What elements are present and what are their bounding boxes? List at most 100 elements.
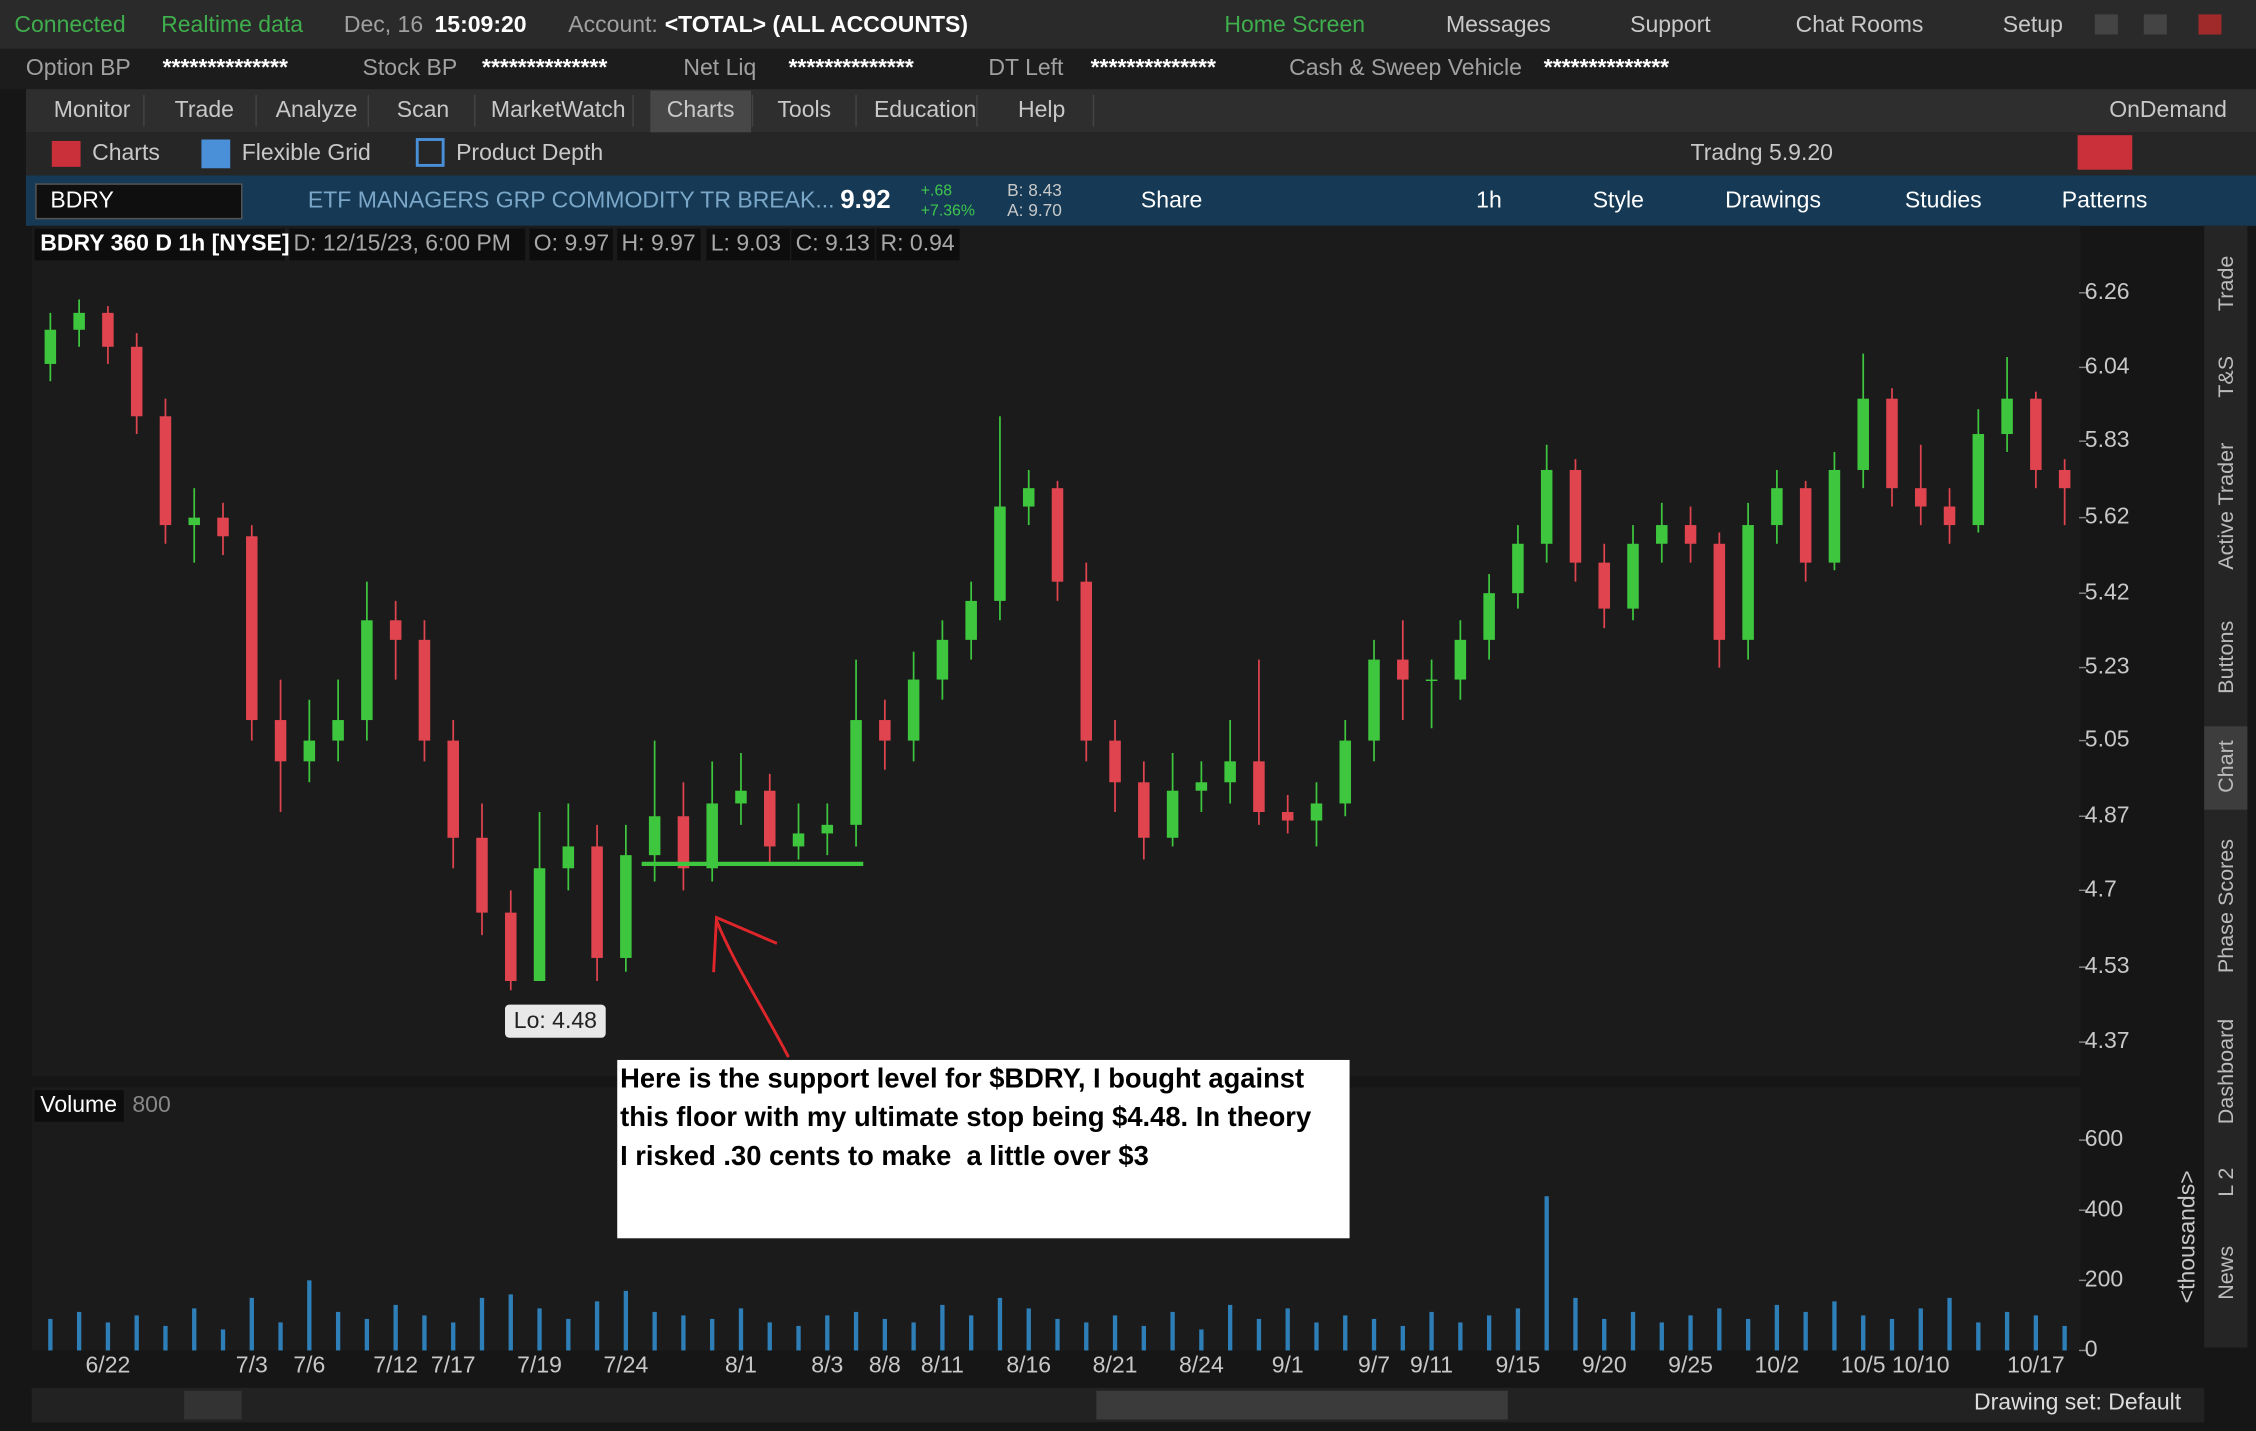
volume-bar: [1256, 1318, 1262, 1351]
volume-bar: [853, 1311, 859, 1351]
symbol-input[interactable]: BDRY: [50, 186, 114, 212]
candle-body: [1051, 488, 1064, 582]
candle-body: [1540, 469, 1553, 544]
side-tab[interactable]: Active Trader: [2213, 443, 2238, 570]
candle-body: [1166, 790, 1179, 838]
chart-title-bg: [34, 228, 285, 261]
side-tab[interactable]: Phase Scores: [2213, 839, 2238, 973]
candle-body: [2001, 398, 2013, 435]
side-tab[interactable]: News: [2213, 1246, 2238, 1300]
balance-value: **************: [163, 54, 288, 80]
account-name[interactable]: <TOTAL> (ALL ACCOUNTS): [665, 11, 968, 37]
side-tab[interactable]: L 2: [2213, 1168, 2238, 1197]
volume-bar: [537, 1308, 542, 1351]
symbol-box[interactable]: [35, 183, 243, 220]
main-tab[interactable]: Tools: [777, 96, 831, 122]
candle-body: [159, 416, 172, 526]
candle-body: [907, 679, 920, 741]
header-item: R: 0.94: [881, 230, 955, 256]
volume-bar: [566, 1318, 571, 1351]
close-button[interactable]: [2198, 14, 2222, 35]
volume-bar: [1055, 1318, 1060, 1351]
volume-bar: [48, 1318, 53, 1351]
volume-bar: [1976, 1322, 1981, 1351]
main-tab[interactable]: Charts: [667, 96, 735, 122]
content: Connected Realtime data Dec, 16 15:09:20 Acc…: [14, 11, 2238, 1415]
candle-body: [648, 816, 661, 856]
candle-body: [994, 506, 1006, 601]
main-tab[interactable]: MarketWatch: [491, 96, 626, 122]
sub-tab[interactable]: Charts: [92, 139, 160, 165]
volume-bar: [825, 1315, 830, 1351]
header-item: O: 9.97: [534, 230, 609, 256]
volume-bar: [652, 1311, 657, 1351]
volume-bar: [796, 1325, 801, 1351]
candle-body: [274, 720, 287, 762]
home-screen-button[interactable]: Home Screen: [1224, 11, 1365, 37]
main-tab[interactable]: Scan: [397, 96, 449, 122]
main-tab[interactable]: Help: [1018, 96, 1065, 122]
candle-body: [130, 346, 143, 417]
side-tab[interactable]: Buttons: [2213, 621, 2238, 694]
main-tab[interactable]: Education: [874, 96, 976, 122]
y-tick-label: 400: [2085, 1195, 2123, 1221]
messages-button[interactable]: Messages: [1446, 11, 1551, 37]
annotation-text: I risked .30 cents to make a little over…: [620, 1140, 1149, 1171]
side-tab[interactable]: Chart: [2213, 740, 2238, 793]
minimize-button[interactable]: [2094, 14, 2118, 35]
net-change: +.68: [921, 182, 952, 199]
volume-bar: [738, 1308, 744, 1351]
main-tab[interactable]: Analyze: [276, 96, 358, 122]
support-button[interactable]: Support: [1630, 11, 1711, 37]
volume-bar: [1688, 1315, 1693, 1351]
volume-bar: [1084, 1322, 1089, 1351]
main-tab[interactable]: Trade: [175, 96, 234, 122]
x-tick-label: 9/7: [1358, 1351, 1390, 1377]
scroll-thumb[interactable]: [1096, 1390, 1508, 1420]
layout-icon[interactable]: [2077, 135, 2133, 170]
version-label[interactable]: Tradng 5.9.20: [1691, 139, 1833, 165]
sub-tab[interactable]: Product Depth: [456, 139, 603, 165]
setup-button[interactable]: Setup: [2003, 11, 2063, 37]
candle-body: [1972, 434, 1985, 526]
candle-body: [44, 329, 57, 364]
style-button[interactable]: Style: [1593, 186, 1644, 212]
header-item-bg: [791, 228, 875, 261]
volume-bar: [105, 1322, 111, 1351]
status-bar: [0, 0, 2256, 49]
scroll-home[interactable]: [184, 1390, 242, 1420]
drawings-button[interactable]: Drawings: [1725, 186, 1821, 212]
volume-bar: [1544, 1196, 1549, 1351]
candle-body: [1022, 488, 1035, 507]
volume-bar: [508, 1294, 513, 1351]
y-tick-label: 6.04: [2085, 352, 2130, 378]
side-tab[interactable]: Trade: [2213, 256, 2238, 312]
volume-bar: [76, 1311, 82, 1351]
volume-bar: [1602, 1318, 1607, 1351]
grid-icon: [201, 139, 231, 169]
candle-body: [447, 740, 459, 838]
main-tab-bar: [25, 89, 2256, 133]
share-button[interactable]: Share: [1141, 186, 1202, 212]
drawing-set-label[interactable]: Drawing set: Default: [1974, 1389, 2182, 1415]
x-tick-label: 10/17: [2007, 1351, 2065, 1377]
ondemand-button[interactable]: OnDemand: [2109, 96, 2227, 122]
maximize-button[interactable]: [2143, 14, 2167, 35]
side-tab[interactable]: Dashboard: [2213, 1019, 2238, 1124]
studies-button[interactable]: Studies: [1905, 186, 1982, 212]
interval-button[interactable]: 1h: [1476, 186, 1502, 212]
header-item-bg: [876, 228, 960, 261]
candle-body: [1195, 782, 1208, 791]
date: Dec, 16: [344, 11, 423, 37]
sub-tab[interactable]: Flexible Grid: [242, 139, 371, 165]
annotation-text: this floor with my ultimate stop being $…: [620, 1101, 1312, 1132]
chat-rooms-button[interactable]: Chat Rooms: [1796, 11, 1924, 37]
y-tick-label: 600: [2085, 1125, 2123, 1151]
volume-bar: [1486, 1315, 1492, 1351]
patterns-button[interactable]: Patterns: [2062, 186, 2148, 212]
candle-body: [677, 816, 690, 869]
candle-body: [2058, 469, 2071, 489]
side-tab[interactable]: T&S: [2213, 356, 2238, 398]
x-tick-label: 8/8: [869, 1351, 901, 1377]
main-tab[interactable]: Monitor: [54, 96, 131, 122]
